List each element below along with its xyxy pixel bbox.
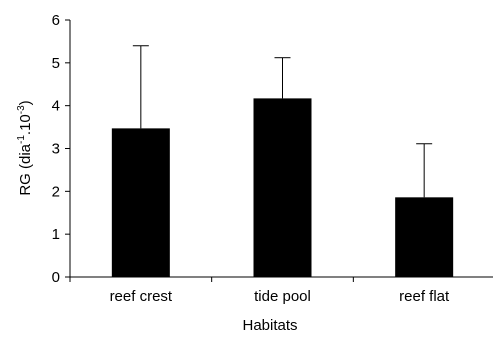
x-tick-label: reef flat bbox=[399, 288, 450, 305]
x-axis-label: Habitats bbox=[242, 317, 297, 334]
y-tick-label: 3 bbox=[52, 141, 60, 158]
y-axis-label-sup2: -3 bbox=[16, 105, 27, 114]
y-tick-label: 0 bbox=[52, 269, 60, 286]
y-tick-label: 5 bbox=[52, 55, 60, 72]
y-axis-ticks: 0 1 2 3 4 5 6 bbox=[52, 12, 70, 286]
x-tick-label: reef crest bbox=[110, 288, 173, 305]
y-axis-label-sup1: -1 bbox=[16, 135, 27, 144]
x-tick-label: tide pool bbox=[254, 288, 311, 305]
y-tick-label: 4 bbox=[52, 98, 60, 115]
y-tick-label: 6 bbox=[52, 12, 60, 29]
x-axis-ticks: reef crest tide pool reef flat bbox=[69, 277, 450, 305]
y-axis-label-mid: .10 bbox=[17, 114, 34, 135]
bar bbox=[395, 197, 454, 277]
y-axis-label-main: RG (dia bbox=[17, 143, 34, 195]
y-tick-label: 1 bbox=[52, 226, 60, 243]
y-tick-label: 2 bbox=[52, 183, 60, 200]
bars bbox=[111, 98, 454, 277]
y-axis-label: RG (dia-1.10-3) bbox=[16, 100, 34, 195]
bar bbox=[253, 98, 312, 277]
y-axis-label-end: ) bbox=[17, 100, 34, 105]
error-bars bbox=[132, 45, 433, 198]
bar bbox=[111, 128, 170, 277]
